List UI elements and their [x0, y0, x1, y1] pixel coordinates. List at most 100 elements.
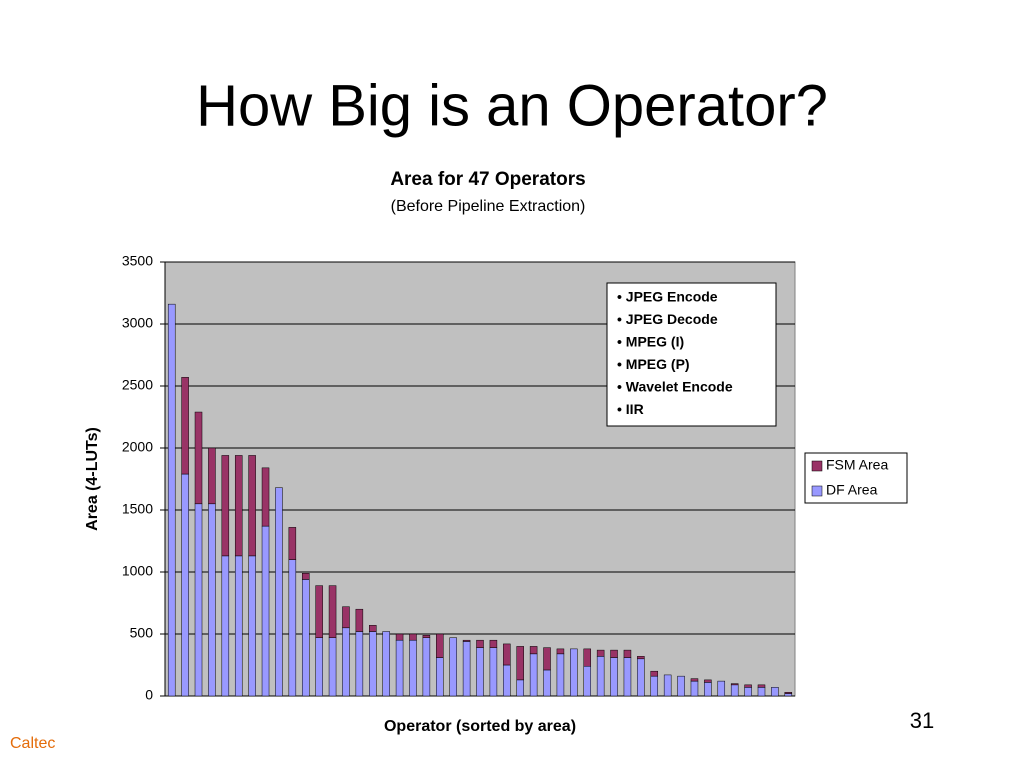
bar — [369, 625, 377, 632]
bar — [583, 648, 591, 667]
bar — [543, 669, 551, 697]
chart-subtitle: (Before Pipeline Extraction) — [391, 198, 586, 215]
bar — [784, 692, 793, 694]
x-axis-label: Operator (sorted by area) — [384, 718, 576, 735]
bar — [275, 487, 283, 697]
bar — [771, 687, 779, 697]
bar — [556, 648, 565, 655]
y-tick-label: 2000 — [122, 439, 153, 455]
annotation-item: • IIR — [617, 401, 644, 417]
bar — [234, 555, 243, 697]
bar — [516, 646, 524, 681]
bar — [234, 455, 243, 557]
bar — [221, 455, 230, 557]
bar — [690, 678, 699, 682]
bar — [677, 675, 685, 697]
bar — [342, 606, 350, 629]
bar — [489, 647, 498, 697]
bar — [543, 647, 551, 671]
bar — [637, 656, 645, 660]
bar — [744, 687, 752, 697]
bar — [476, 647, 484, 697]
y-tick-label: 500 — [130, 625, 154, 641]
bar — [301, 572, 310, 580]
bar — [194, 411, 203, 505]
bar — [462, 641, 471, 697]
annotation-item: • MPEG (P) — [617, 356, 690, 372]
legend-swatch — [811, 485, 823, 497]
bar — [596, 656, 605, 697]
bar — [261, 525, 270, 697]
bar — [704, 682, 712, 697]
bar — [355, 608, 364, 632]
bar — [730, 684, 739, 697]
y-tick-label: 2500 — [122, 377, 153, 393]
bar — [476, 639, 484, 648]
footer: Caltec — [10, 735, 55, 752]
bar — [194, 503, 203, 697]
bar — [556, 653, 565, 697]
bar — [757, 684, 766, 688]
annotation-item: • Wavelet Encode — [617, 379, 733, 395]
bar — [261, 467, 270, 527]
bar — [757, 687, 766, 697]
annotation-item: • JPEG Decode — [617, 311, 718, 327]
bar — [288, 527, 297, 560]
bar — [167, 303, 176, 697]
bar — [610, 657, 618, 697]
bar — [355, 631, 364, 697]
bar — [650, 670, 659, 677]
bar — [462, 639, 471, 642]
bar — [637, 658, 645, 697]
bar — [529, 653, 538, 697]
bar — [436, 633, 444, 658]
y-tick-label: 3000 — [122, 315, 153, 331]
bar — [503, 664, 511, 697]
bar — [301, 579, 310, 697]
bar — [784, 693, 793, 697]
y-tick-label: 1500 — [122, 501, 153, 517]
bar — [181, 473, 189, 697]
bar — [663, 674, 672, 697]
bar — [690, 680, 699, 697]
bar — [395, 639, 404, 697]
annotation-item: • MPEG (I) — [617, 334, 684, 350]
bar — [288, 559, 297, 697]
bar — [315, 637, 323, 697]
bar — [328, 637, 337, 697]
bar — [369, 631, 377, 697]
bar — [717, 680, 726, 697]
bar — [395, 633, 404, 641]
chart-title: Area for 47 Operators — [390, 169, 585, 190]
annotation-box — [606, 282, 777, 427]
bar — [449, 637, 457, 697]
legend-label: FSM Area — [826, 457, 888, 473]
y-tick-label: 0 — [145, 687, 153, 703]
bar — [342, 627, 350, 697]
annotation-item: • JPEG Encode — [617, 289, 718, 305]
bar — [409, 639, 417, 697]
bar — [623, 657, 632, 697]
slide-title: How Big is an Operator? — [196, 73, 828, 138]
bar — [422, 637, 431, 697]
y-tick-label: 3500 — [122, 253, 153, 269]
bar — [422, 634, 431, 638]
bar — [436, 657, 444, 697]
bar — [529, 646, 538, 655]
y-tick-label: 1000 — [122, 563, 153, 579]
bar — [248, 555, 256, 697]
bar — [208, 503, 216, 697]
bar — [315, 585, 323, 638]
bar — [382, 631, 390, 697]
bar — [583, 665, 591, 697]
page-number: 31 — [910, 708, 934, 733]
bar — [181, 377, 189, 475]
bar — [596, 649, 605, 657]
bar — [704, 679, 712, 683]
bar — [248, 455, 256, 557]
bar — [650, 675, 659, 697]
bar — [221, 555, 230, 697]
bar — [328, 585, 337, 638]
bar — [516, 679, 524, 697]
